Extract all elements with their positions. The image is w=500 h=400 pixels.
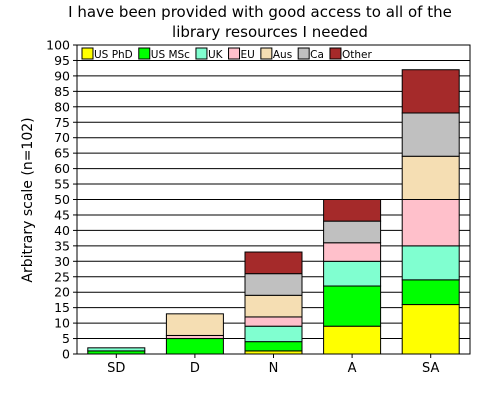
legend-label: US MSc <box>151 49 190 61</box>
y-tick-label: 5 <box>62 331 70 346</box>
legend-label: Aus <box>273 49 292 61</box>
bar-segment <box>87 347 146 352</box>
y-tick-label: 45 <box>54 207 70 222</box>
bar-segment <box>323 260 382 287</box>
bar-segment <box>244 341 303 352</box>
bar-segment <box>323 242 382 262</box>
y-tick-label: 55 <box>54 177 70 192</box>
legend-swatch <box>260 47 273 60</box>
y-tick-label: 35 <box>54 238 70 253</box>
y-tick-label: 60 <box>54 161 70 176</box>
x-category-label: SA <box>422 361 439 376</box>
y-tick-label: 15 <box>54 300 70 315</box>
chart-title-line-2: library resources I needed <box>172 23 368 41</box>
bar-segment <box>401 245 460 281</box>
bar-segment <box>401 279 460 306</box>
bar-segment <box>323 220 382 244</box>
bar-segment <box>401 69 460 114</box>
legend-swatch <box>329 47 342 60</box>
legend-swatch <box>297 47 310 60</box>
x-category-label: A <box>348 361 357 376</box>
bar-segment <box>401 304 460 355</box>
legend-label: Ca <box>310 49 324 61</box>
y-tick-label: 25 <box>54 269 70 284</box>
legend-label: Other <box>342 49 372 61</box>
legend-swatch <box>228 47 241 60</box>
bar-segment <box>165 313 224 336</box>
bar-segment <box>323 325 382 355</box>
bar-segment <box>323 199 382 222</box>
y-tick-label: 50 <box>54 192 70 207</box>
plot-frame <box>76 44 471 355</box>
axes: 0510152025303540455055606570758085909510… <box>46 38 471 376</box>
legend-swatch <box>81 47 94 60</box>
legend-label: UK <box>208 49 224 61</box>
legend: US PhD US MSc UK EU Aus Ca Other <box>81 47 372 61</box>
y-tick-label: 20 <box>54 285 70 300</box>
y-tick-label: 10 <box>54 316 70 331</box>
y-tick-label: 0 <box>62 347 70 362</box>
bar-segment <box>244 294 303 318</box>
x-category-label: SD <box>107 361 125 376</box>
bar-segment <box>244 325 303 343</box>
bar-segment <box>401 112 460 157</box>
bar-segment <box>244 251 303 275</box>
y-tick-label: 100 <box>46 38 70 53</box>
bar-segment <box>165 338 224 355</box>
y-tick-label: 40 <box>54 223 70 238</box>
y-tick-label: 75 <box>54 115 70 130</box>
legend-label: EU <box>241 49 255 61</box>
x-category-label: N <box>269 361 279 376</box>
legend-label: US PhD <box>94 49 133 61</box>
bar-segment <box>401 199 460 247</box>
legend-swatch <box>138 47 151 60</box>
bars <box>87 69 460 355</box>
x-category-label: D <box>190 361 200 376</box>
y-tick-label: 65 <box>54 146 70 161</box>
bar-segment <box>244 273 303 296</box>
y-axis-label: Arbitrary scale (n=102) <box>20 117 36 282</box>
y-tick-label: 70 <box>54 130 70 145</box>
y-tick-label: 30 <box>54 254 70 269</box>
bar-segment <box>401 155 460 201</box>
chart-title-line-1: I have been provided with good access to… <box>68 3 452 21</box>
y-tick-label: 90 <box>54 68 70 83</box>
y-tick-label: 85 <box>54 84 70 99</box>
legend-swatch <box>195 47 208 60</box>
bar-segment <box>323 285 382 327</box>
bar-segment <box>244 316 303 327</box>
y-tick-label: 80 <box>54 99 70 114</box>
y-tick-label: 95 <box>54 53 70 68</box>
